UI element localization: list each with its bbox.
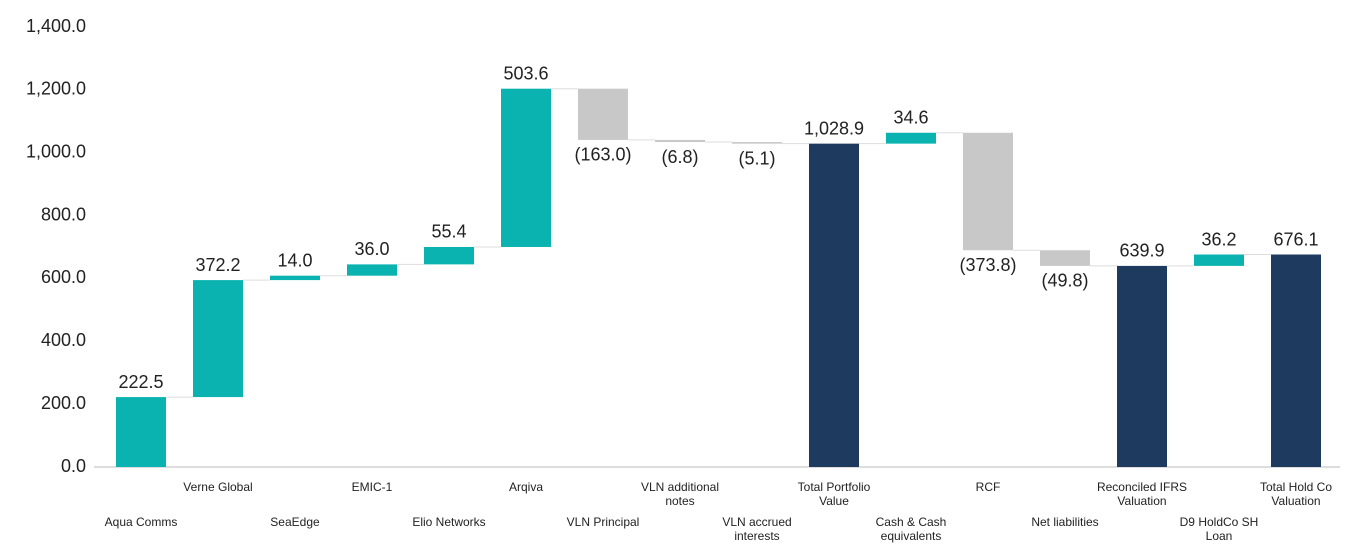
bar — [886, 132, 936, 144]
data-label: 36.2 — [1201, 229, 1236, 249]
bar — [655, 139, 705, 143]
data-label: (163.0) — [574, 145, 631, 165]
x-tick-label: Aqua Comms — [104, 515, 178, 529]
x-tick-label: RCF — [975, 480, 1001, 494]
data-label: (6.8) — [661, 147, 698, 167]
x-tick-label: VLN accrued interests — [722, 515, 792, 543]
bar — [193, 280, 243, 398]
data-label: 1,028.9 — [804, 118, 864, 138]
bar — [424, 246, 474, 265]
y-tick-label: 1,400.0 — [26, 16, 86, 36]
data-label: (373.8) — [959, 255, 1016, 275]
bar — [1271, 254, 1321, 467]
bar — [809, 143, 859, 468]
x-tick-label: Net liabilities — [1031, 515, 1099, 529]
y-tick-label: 400.0 — [41, 330, 86, 350]
bar — [347, 264, 397, 276]
x-tick-label: VLN additional notes — [640, 480, 720, 508]
data-label: 34.6 — [893, 108, 928, 128]
bar — [1117, 265, 1167, 467]
data-label: 222.5 — [118, 372, 163, 392]
bar — [116, 397, 166, 467]
y-tick-label: 1,000.0 — [26, 141, 86, 161]
x-tick-label: SeaEdge — [270, 515, 320, 529]
y-tick-label: 600.0 — [41, 267, 86, 287]
data-label: (49.8) — [1041, 271, 1088, 291]
bar — [1040, 250, 1090, 266]
x-tick-label: Reconciled IFRS Valuation — [1096, 480, 1188, 508]
data-label: (5.1) — [738, 148, 775, 168]
y-tick-label: 0.0 — [61, 456, 86, 476]
x-tick-label: D9 HoldCo SH Loan — [1179, 515, 1259, 543]
y-tick-label: 1,200.0 — [26, 79, 86, 99]
bar — [501, 88, 551, 247]
data-label: 372.2 — [195, 255, 240, 275]
data-label: 503.6 — [503, 63, 548, 83]
data-label: 639.9 — [1119, 241, 1164, 261]
data-label: 14.0 — [277, 250, 312, 270]
x-tick-label: Total Hold Co Valuation — [1259, 480, 1333, 508]
bar — [270, 275, 320, 281]
x-tick-label: Verne Global — [183, 480, 253, 494]
bar — [732, 142, 782, 144]
bar — [578, 88, 628, 140]
x-tick-label: Cash & Cash equivalents — [875, 515, 947, 543]
x-tick-label: Total Portfolio Value — [797, 480, 871, 508]
data-label: 55.4 — [431, 222, 466, 242]
bar — [1194, 254, 1244, 266]
data-label: 36.0 — [354, 239, 389, 259]
bar — [963, 132, 1013, 251]
x-tick-label: EMIC-1 — [351, 480, 393, 494]
x-tick-label: Elio Networks — [412, 515, 486, 529]
x-tick-label: Arqiva — [508, 480, 543, 494]
x-tick-label: VLN Principal — [566, 515, 640, 529]
y-tick-label: 800.0 — [41, 204, 86, 224]
y-tick-label: 200.0 — [41, 393, 86, 413]
data-label: 676.1 — [1273, 229, 1318, 249]
